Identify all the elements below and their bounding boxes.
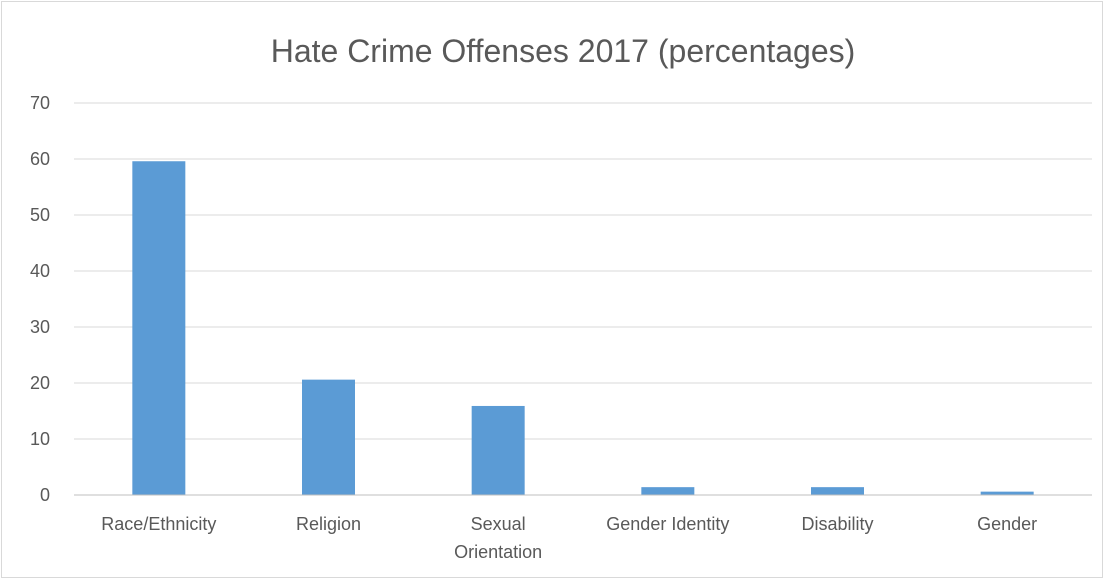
y-tick-label: 10 [30,429,50,449]
bar-sexual-orientation [471,405,525,495]
bars [132,161,1034,496]
y-tick-label: 0 [40,485,50,505]
y-tick-label: 30 [30,317,50,337]
bar-gender [980,491,1034,495]
x-category-label: Gender Identity [606,514,729,534]
bar-gender-identity [641,487,695,495]
y-tick-label: 60 [30,149,50,169]
gridlines [74,102,1092,440]
y-tick-label: 70 [30,93,50,113]
x-category-label: Race/Ethnicity [101,514,216,534]
x-category-label: Gender [977,514,1037,534]
bar-disability [811,487,864,495]
x-category-label: Religion [296,514,361,534]
x-axis-categories: Race/Ethnicity Religion Sexual Orientation G… [101,514,1037,562]
y-tick-label: 40 [30,261,50,281]
y-tick-label: 50 [30,205,50,225]
x-category-label: Sexual Orientation [454,514,542,562]
y-axis-ticks: 0 10 20 30 40 50 60 70 [30,93,50,505]
bar-religion [302,379,355,495]
bar-race-ethnicity [132,161,186,496]
chart-title: Hate Crime Offenses 2017 (percentages) [271,33,856,69]
y-tick-label: 20 [30,373,50,393]
x-category-label: Disability [801,514,873,534]
